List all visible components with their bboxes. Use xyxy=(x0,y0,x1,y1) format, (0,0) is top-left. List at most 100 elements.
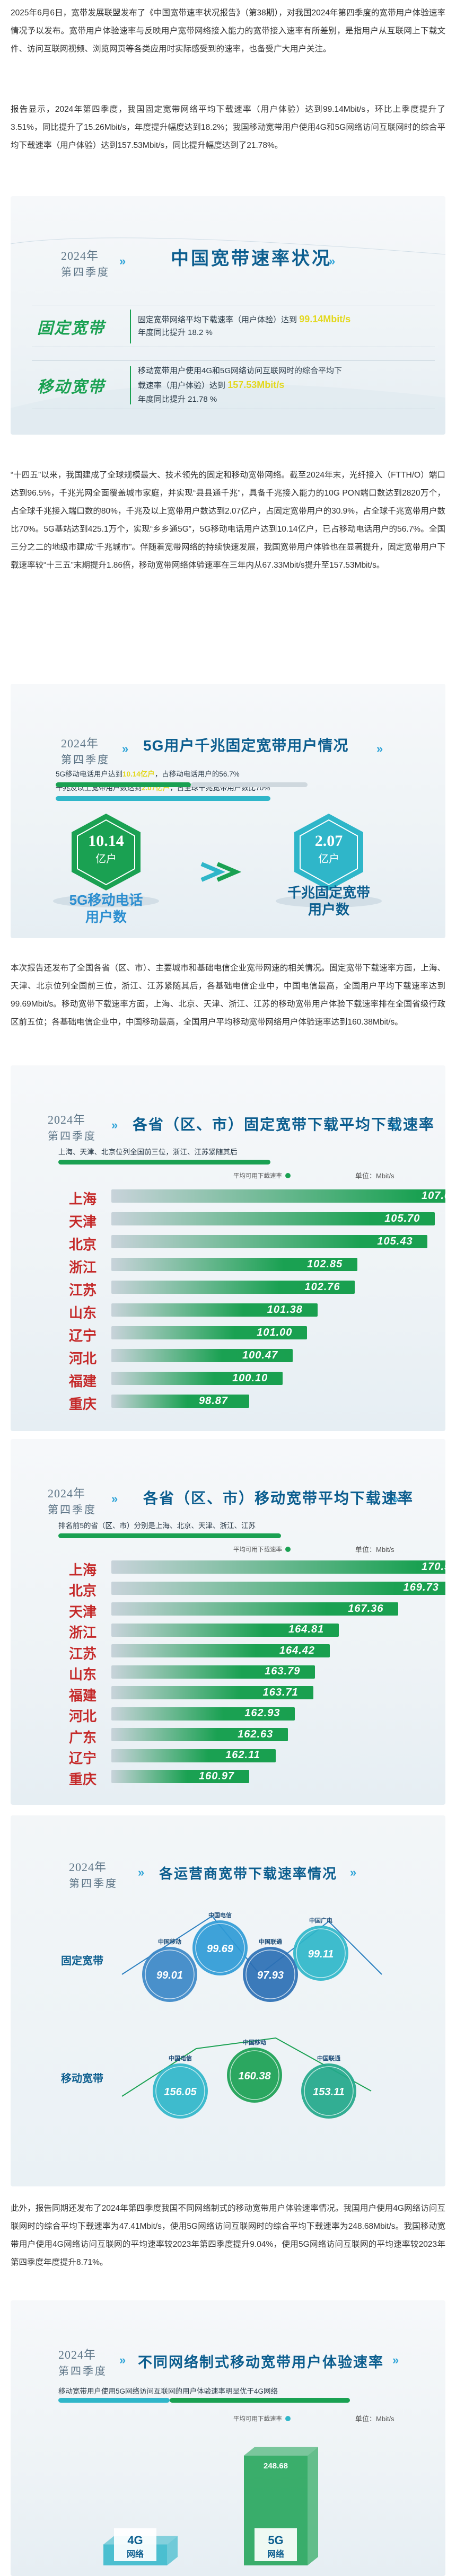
network-bar-side xyxy=(167,2536,178,2565)
province-fixed-panel: 2024年 第四季度 » 各省（区、市）固定宽带下载平均下载速率 » 上海、天津… xyxy=(11,1065,445,1431)
province-name: 北京 xyxy=(69,1237,97,1252)
rank-value: 100.10 xyxy=(232,1372,268,1384)
network-label-plate xyxy=(114,2528,156,2561)
unit-label: 单位：Mbit/s xyxy=(355,2415,394,2423)
rank-bar xyxy=(111,1326,308,1339)
operator-value: 160.38 xyxy=(238,2070,271,2082)
chevron-icon: » xyxy=(376,742,383,755)
rank-bar xyxy=(111,1235,428,1248)
rank-value: 100.47 xyxy=(242,1349,278,1361)
rank-bar xyxy=(111,1749,276,1762)
province-name: 江苏 xyxy=(69,1282,97,1298)
legend: 平均可用下载速率 xyxy=(233,2414,291,2423)
subtitle-bar xyxy=(58,1160,270,1165)
ranking-row: 福建 100.10 xyxy=(11,1367,445,1390)
network-type-panel: 2024年 第四季度 » 不同网络制式移动宽带用户体验速率 » 移动宽带用户使用… xyxy=(11,2300,445,2576)
chevron-icon: » xyxy=(138,1866,145,1879)
chevron-icon: » xyxy=(111,1118,118,1132)
operator-circle xyxy=(243,1947,298,2002)
gigabit-users-value: 2.07 亿户 xyxy=(294,832,363,866)
operator-value: 99.11 xyxy=(308,1948,334,1960)
operator-bubble: 中国电信 99.69 xyxy=(192,1911,248,1975)
province-name: 天津 xyxy=(69,1214,97,1230)
operator-circle xyxy=(227,2048,282,2103)
summary-paragraph: 报告显示，2024年第四季度，我国固定宽带网络平均下载速率（用户体验）达到99.… xyxy=(11,105,445,150)
ranking-row: 辽宁 101.00 xyxy=(11,1321,445,1344)
5g-users-graphic xyxy=(53,814,159,907)
rank-bar xyxy=(111,1258,358,1271)
5g-caption-line2: 用户数 xyxy=(85,909,127,925)
mobile-ranking-list: 上海 170.51 北京 169.73 天津 167.36 浙江 164.81 江苏 164.42… xyxy=(11,1557,445,1795)
operator-name: 中国联通 xyxy=(259,1938,282,1945)
ranking-row: 江苏 102.76 xyxy=(11,1276,445,1299)
province-name: 重庆 xyxy=(69,1771,97,1787)
ranking-row: 河北 162.93 xyxy=(11,1704,445,1725)
province-name: 江苏 xyxy=(69,1646,97,1662)
rank-value: 162.93 xyxy=(244,1707,280,1719)
rank-bar xyxy=(111,1303,318,1317)
rank-value: 169.73 xyxy=(403,1582,439,1594)
mobile-label: 移动宽带 xyxy=(61,2073,103,2085)
5g-users-caption: 5G移动电话 用户数 xyxy=(58,892,154,925)
panel-title: 不同网络制式移动宽带用户体验速率 xyxy=(138,2354,384,2370)
ranking-row: 重庆 98.87 xyxy=(11,1390,445,1413)
quarter-text: 第四季度 xyxy=(58,2366,107,2377)
rank-bar xyxy=(111,1560,445,1574)
subtitle-bar-5g xyxy=(170,2398,350,2403)
rank-bar xyxy=(111,1602,399,1616)
5g-progress-bar xyxy=(56,782,191,787)
rank-bar xyxy=(111,1665,315,1679)
network-label: 4G xyxy=(127,2534,143,2547)
ranking-row: 浙江 164.81 xyxy=(11,1620,445,1640)
quarter-text: 第四季度 xyxy=(61,754,110,766)
5g-progress-track xyxy=(191,782,308,787)
operator-name: 中国广电 xyxy=(309,1917,332,1924)
panel-title: 5G用户千兆固定宽带用户情况 xyxy=(143,737,349,754)
chevron-icon: » xyxy=(392,1492,399,1505)
rank-bar xyxy=(111,1372,283,1385)
network-bar-side xyxy=(308,2447,318,2565)
operator-ring xyxy=(195,1923,245,1973)
operator-bubble: 中国联通 97.93 xyxy=(243,1938,298,2002)
rank-value: 102.85 xyxy=(307,1258,343,1270)
fixed-broadband-row: 固定宽带 固定宽带网络平均下载速率（用户体验）达到 99.14Mbit/s 年度… xyxy=(32,305,435,347)
year-badge: 2024年 第四季度 xyxy=(69,1858,118,1890)
rank-value: 101.00 xyxy=(257,1326,293,1338)
gigabit-users-number: 2.07 xyxy=(314,832,343,850)
gigabit-caption-line1: 千兆固定宽带 xyxy=(287,885,370,901)
quarter-text: 第四季度 xyxy=(61,267,110,278)
ranking-row: 上海 107.06 xyxy=(11,1185,445,1207)
legend: 平均可用下载速率 xyxy=(233,1171,291,1180)
rank-value: 105.43 xyxy=(377,1235,413,1247)
mobile-line1: 移动宽带用户使用4G和5G网络访问互联网时的综合平均下载速率（用户体验）达到 xyxy=(138,366,343,390)
gigabit-users-graphic xyxy=(276,814,382,907)
ranking-row: 天津 105.70 xyxy=(11,1207,445,1230)
panel-subtitle: 上海、天津、北京位列全国前三位，浙江、江苏紧随其后 xyxy=(58,1148,238,1156)
note-5g-value: 10.14亿户 xyxy=(122,770,155,778)
ranking-row: 北京 105.43 xyxy=(11,1230,445,1253)
legend-swatch xyxy=(285,1173,291,1178)
legend-swatch xyxy=(285,1547,291,1552)
5g-users-value: 10.14 亿户 xyxy=(72,832,141,866)
rank-value: 164.42 xyxy=(279,1644,315,1656)
ranking-row: 浙江 102.85 xyxy=(11,1253,445,1276)
chevron-icon: » xyxy=(392,1118,399,1132)
note-5g-label: 5G移动电话用户达到 xyxy=(56,770,123,778)
intro-paragraph: 2025年6月6日，宽带发展联盟发布了《中国宽带速率状况报告》（第38期），对我… xyxy=(11,8,445,54)
network-bar-group: 47.414G网络 xyxy=(103,2528,178,2565)
province-name: 广东 xyxy=(69,1730,97,1745)
operator-bubble: 中国联通 153.11 xyxy=(301,2054,356,2119)
province-name: 河北 xyxy=(69,1709,97,1725)
legend-label: 平均可用下载速率 xyxy=(233,2416,282,2422)
divider xyxy=(130,310,131,343)
operator-circle xyxy=(301,2063,356,2119)
rank-bar xyxy=(111,1349,293,1362)
chevron-icon: » xyxy=(329,254,336,268)
rank-value: 163.71 xyxy=(262,1686,299,1698)
operator-ring xyxy=(245,1949,295,1999)
operator-name: 中国电信 xyxy=(208,1911,232,1919)
ranking-row: 江苏 164.42 xyxy=(11,1640,445,1662)
rank-bar xyxy=(111,1581,445,1595)
legend: 平均可用下载速率 xyxy=(233,1545,291,1554)
panel2-notes: 5G移动电话用户达到10.14亿户，占移动电话用户的56.7% 千兆及以上宽带用… xyxy=(56,769,400,794)
